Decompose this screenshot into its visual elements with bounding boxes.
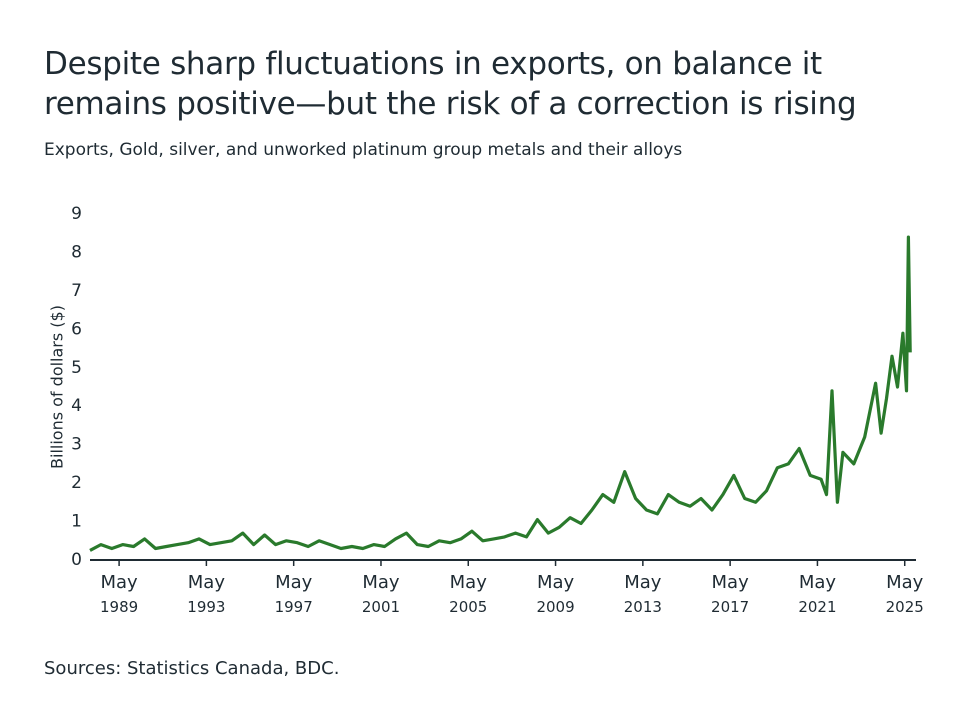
y-tick-label: 8 [71,242,82,262]
y-tick-label: 3 [71,435,82,455]
x-tick-label: 2005 [449,598,487,616]
chart-subtitle: Exports, Gold, silver, and unworked plat… [44,140,683,160]
x-tick-label: May [886,572,924,593]
x-tick-label: 2009 [536,598,574,616]
x-tick-label: 2017 [711,598,749,616]
x-tick-label: May [537,572,575,593]
y-axis-label: Billions of dollars ($) [48,305,67,469]
x-tick-label: May [712,572,750,593]
x-tick-label: 2001 [362,598,400,616]
data-line [89,235,912,552]
x-tick-label: 1997 [275,598,313,616]
chart-title: Despite sharp fluctuations in exports, o… [44,46,857,122]
y-tick-label: 9 [71,204,82,224]
x-tick-label: 1989 [100,598,138,616]
y-tick-label: 6 [71,319,82,339]
y-tick-label: 1 [71,512,82,532]
y-tick-label: 7 [71,281,82,301]
x-tick-label: May [450,572,488,593]
x-tick-label: May [188,572,226,593]
y-tick-label: 5 [71,358,82,378]
x-tick-label: May [624,572,662,593]
x-tick-label: 2021 [798,598,836,616]
x-tick-label: May [799,572,837,593]
x-tick-label: May [275,572,313,593]
source-note: Sources: Statistics Canada, BDC. [44,658,340,679]
x-tick-label: May [362,572,400,593]
x-tick-label: 1993 [187,598,225,616]
y-tick-label: 2 [71,473,82,493]
x-tick-label: 2013 [624,598,662,616]
y-tick-label: 0 [71,550,82,570]
y-tick-label: 4 [71,396,82,416]
x-tick-label: 2025 [886,598,924,616]
x-tick-label: May [100,572,138,593]
